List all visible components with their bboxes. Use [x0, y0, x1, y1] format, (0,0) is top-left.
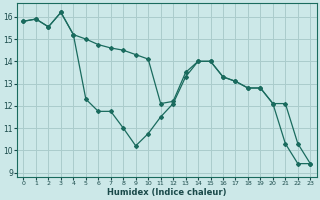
X-axis label: Humidex (Indice chaleur): Humidex (Indice chaleur)	[107, 188, 227, 197]
